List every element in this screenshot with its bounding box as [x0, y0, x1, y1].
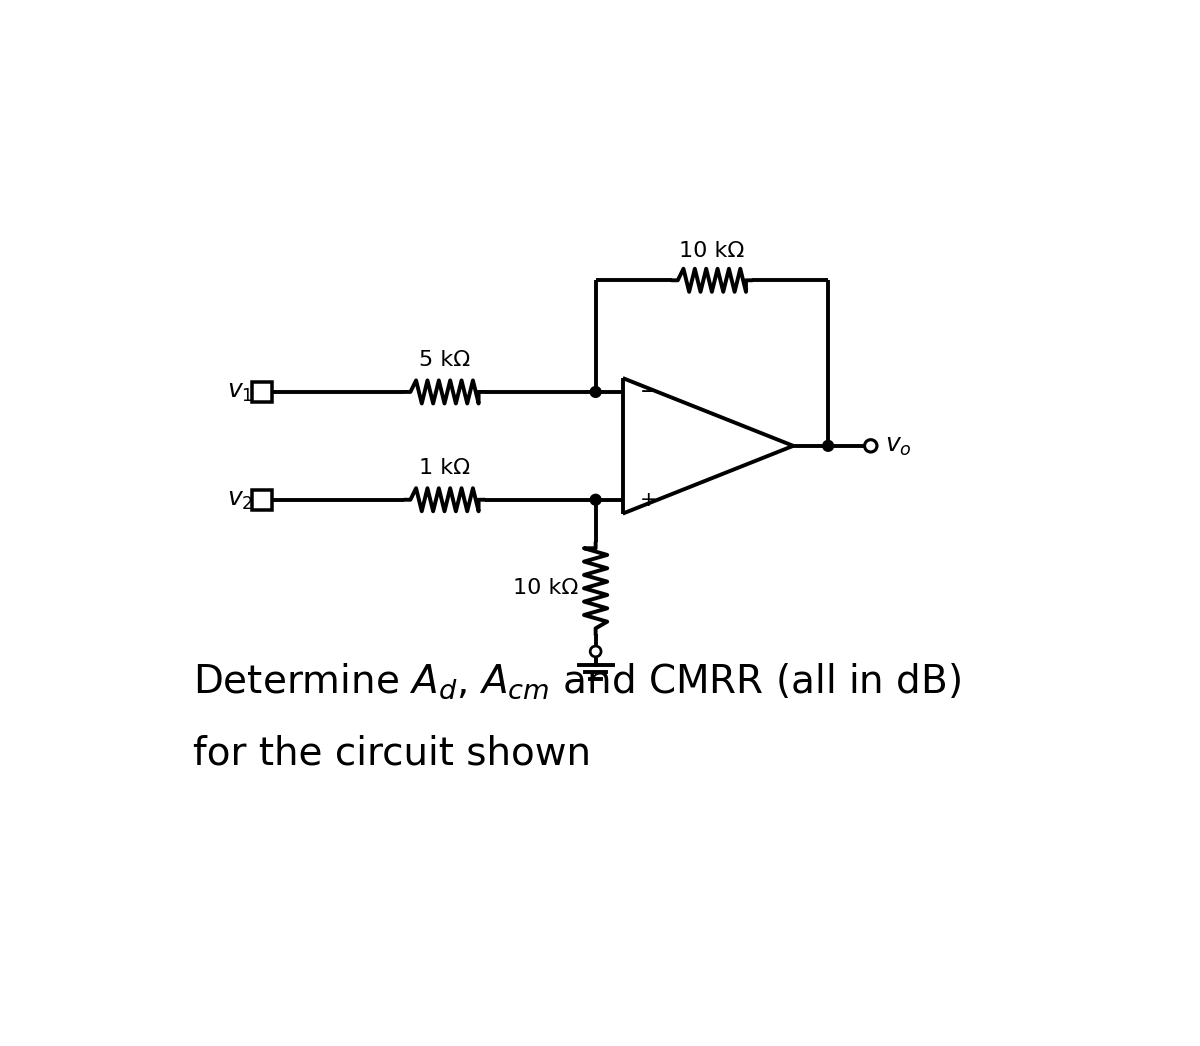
Text: 10 kΩ: 10 kΩ [679, 241, 744, 262]
Text: $v_1$: $v_1$ [227, 380, 253, 404]
Circle shape [864, 439, 877, 452]
Circle shape [823, 440, 834, 451]
Circle shape [590, 495, 601, 505]
Bar [252, 382, 272, 402]
Text: 10 kΩ: 10 kΩ [514, 578, 578, 598]
Text: +: + [640, 490, 658, 509]
Text: for the circuit shown: for the circuit shown [193, 734, 590, 773]
Text: −: − [640, 382, 658, 402]
Text: $v_2$: $v_2$ [227, 487, 253, 511]
Circle shape [590, 646, 601, 657]
Text: Determine $A_d$, $A_{cm}$ and CMRR (all in dB): Determine $A_d$, $A_{cm}$ and CMRR (all … [193, 661, 961, 701]
Circle shape [590, 387, 601, 397]
Text: 1 kΩ: 1 kΩ [419, 458, 470, 478]
Text: 5 kΩ: 5 kΩ [419, 350, 470, 370]
Bar [252, 490, 272, 509]
Text: $v_o$: $v_o$ [884, 434, 912, 458]
